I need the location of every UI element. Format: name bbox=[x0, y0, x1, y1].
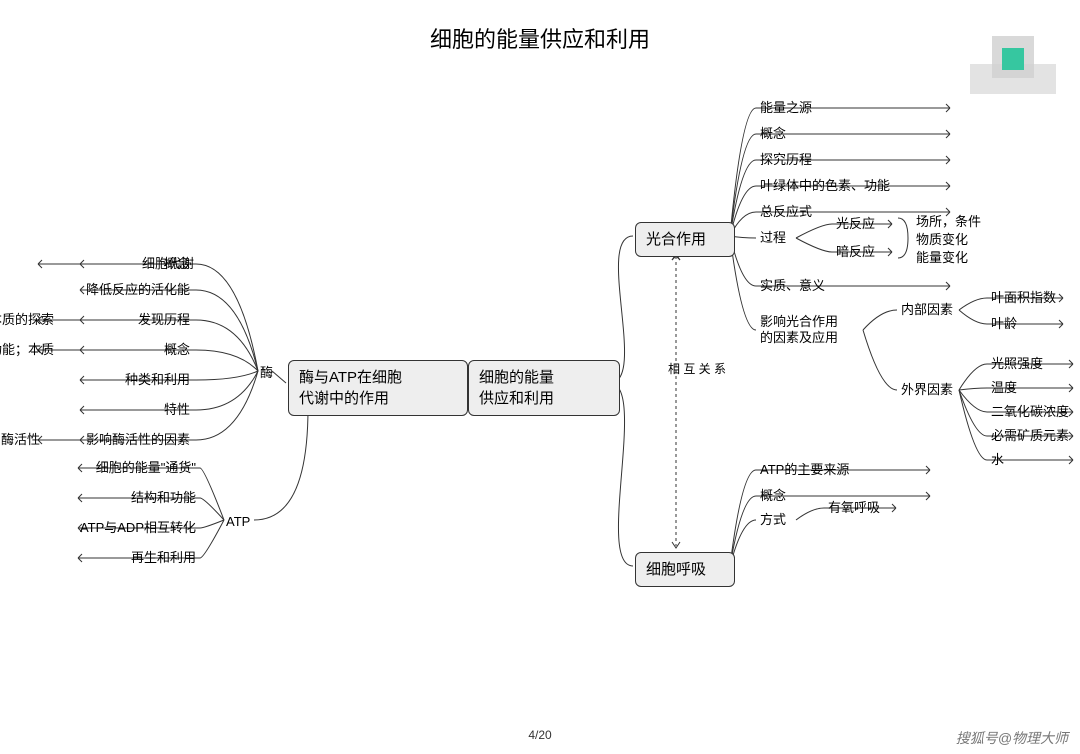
leaf: 物质变化 bbox=[916, 232, 968, 249]
node-enzyme-atp: 酶与ATP在细胞代谢中的作用 bbox=[288, 360, 468, 416]
leaf: 特性 bbox=[164, 402, 190, 419]
leaf: 细胞代谢 bbox=[142, 256, 194, 273]
leaf: 叶龄 bbox=[991, 316, 1017, 333]
leaf: 细胞的能量"通货" bbox=[96, 460, 196, 477]
leaf: 降低反应的活化能 bbox=[86, 282, 190, 299]
leaf: 总反应式 bbox=[760, 204, 812, 221]
leaf: 光照强度 bbox=[991, 356, 1043, 373]
leaf: 二氧化碳浓度 bbox=[991, 404, 1069, 421]
leaf: 概念 bbox=[760, 488, 786, 505]
leaf: 水 bbox=[991, 452, 1004, 469]
mindmap-canvas: 细胞的能量供应和利用 细胞的能量供应和利用 酶与ATP在细胞代谢中的作用 光合作… bbox=[0, 0, 1080, 754]
leaf: 外界因素 bbox=[901, 382, 953, 399]
leaf: 关于酶本质的探索 bbox=[0, 312, 54, 329]
leaf: 发现历程 bbox=[138, 312, 190, 329]
leaf: 方式 bbox=[760, 512, 786, 529]
leaf: 概念 bbox=[760, 126, 786, 143]
leaf: 探究历程 bbox=[760, 152, 812, 169]
page-number: 4/20 bbox=[0, 728, 1080, 742]
leaf: 有氧呼吸 bbox=[828, 500, 880, 517]
node-respiration: 细胞呼吸 bbox=[635, 552, 735, 587]
leaf: 来源；功能；本质 bbox=[0, 342, 54, 359]
leaf: 过程 bbox=[760, 230, 786, 247]
leaf: ATP bbox=[226, 514, 250, 531]
leaf: 温度 bbox=[991, 380, 1017, 397]
relation-label: 相 互 关 系 bbox=[668, 360, 682, 379]
leaf: 暗反应 bbox=[836, 244, 875, 261]
page-title: 细胞的能量供应和利用 bbox=[0, 22, 1080, 54]
leaf: ATP与ADP相互转化 bbox=[80, 520, 196, 537]
leaf: 实质、意义 bbox=[760, 278, 825, 295]
leaf: 必需矿质元素 bbox=[991, 428, 1069, 445]
leaf: 影响酶活性的因素 bbox=[86, 432, 190, 449]
leaf: 内部因素 bbox=[901, 302, 953, 319]
leaf: 光反应 bbox=[836, 216, 875, 233]
leaf: 概念 bbox=[164, 342, 190, 359]
leaf: 酶 bbox=[260, 365, 273, 382]
node-root: 细胞的能量供应和利用 bbox=[468, 360, 620, 416]
leaf: 能量变化 bbox=[916, 250, 968, 267]
leaf: 影响光合作用 bbox=[760, 314, 838, 331]
leaf: 结构和功能 bbox=[131, 490, 196, 507]
leaf: ATP的主要来源 bbox=[760, 462, 849, 479]
watermark: 搜狐号@物理大师 bbox=[956, 728, 1068, 748]
leaf: 叶绿体中的色素、功能 bbox=[760, 178, 890, 195]
leaf: 的因素及应用 bbox=[760, 330, 838, 347]
node-photosynthesis: 光合作用 bbox=[635, 222, 735, 257]
leaf: 场所，条件 bbox=[916, 214, 981, 231]
leaf: 再生和利用 bbox=[131, 550, 196, 567]
leaf: 叶面积指数 bbox=[991, 290, 1056, 307]
leaf: 能量之源 bbox=[760, 100, 812, 117]
leaf: 酶活性 bbox=[1, 432, 40, 449]
leaf: 种类和利用 bbox=[125, 372, 190, 389]
corner-mark bbox=[970, 24, 1056, 100]
